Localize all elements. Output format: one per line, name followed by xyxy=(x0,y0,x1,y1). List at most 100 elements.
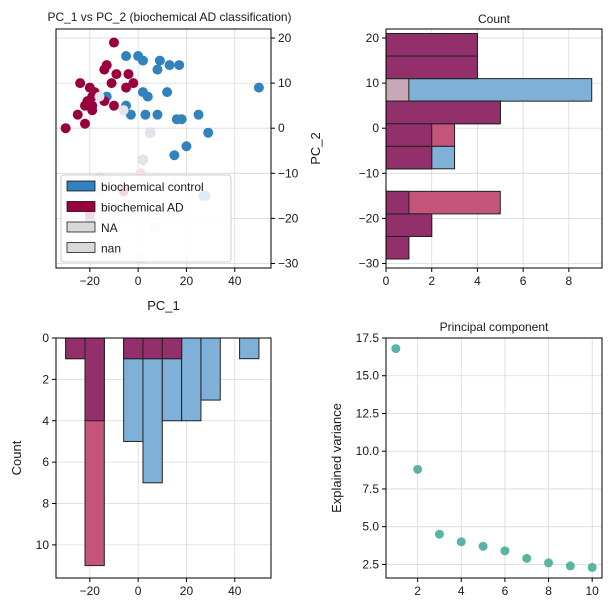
data-point xyxy=(565,561,575,571)
y-tick-label: 15.0 xyxy=(356,369,380,383)
y-tick-label: 0 xyxy=(372,121,379,135)
x-tick-label: −20 xyxy=(80,274,101,288)
x-tick-label: 2 xyxy=(414,584,421,598)
legend-swatch xyxy=(66,201,96,212)
x-tick-label: 20 xyxy=(180,584,194,598)
histogram-bar xyxy=(239,337,260,360)
y-tick-label: 10 xyxy=(366,76,380,90)
legend-label: NA xyxy=(101,221,118,235)
data-point xyxy=(121,82,132,93)
data-point xyxy=(478,541,488,551)
y-tick-label: −20 xyxy=(278,211,299,225)
y-tick-label: 0 xyxy=(278,121,285,135)
data-point xyxy=(203,127,214,138)
legend-label: nan xyxy=(101,242,121,256)
data-point xyxy=(169,150,180,161)
y-tick-label: 4 xyxy=(42,414,49,428)
y-tick-label: 7.5 xyxy=(362,482,379,496)
bottom-histogram-panel: −20 0 20 40 0 2 4 6 8 10 Count xyxy=(9,331,272,598)
histogram-bar xyxy=(385,33,478,57)
histogram-bar xyxy=(385,190,410,215)
histogram-bar xyxy=(385,213,433,237)
legend-swatch xyxy=(66,242,96,253)
data-point xyxy=(125,109,136,120)
data-point xyxy=(101,60,112,71)
y-tick-label: −10 xyxy=(359,166,380,180)
data-point xyxy=(108,37,119,48)
data-point xyxy=(128,78,139,89)
y-tick-label: −20 xyxy=(359,211,380,225)
y-tick-label: 20 xyxy=(278,31,292,45)
data-point xyxy=(176,114,187,125)
data-point xyxy=(164,60,175,71)
y-tick-label: 2 xyxy=(42,372,49,386)
data-point xyxy=(391,344,401,354)
variance-panel: 2 4 6 8 10 2.5 5.0 7.5 10.0 12.5 15.0 17.5 Principal… xyxy=(329,320,603,598)
chart-title: Count xyxy=(478,12,511,26)
data-point xyxy=(154,55,165,66)
legend-box xyxy=(60,174,232,263)
x-tick-label: 8 xyxy=(566,274,573,288)
data-point xyxy=(87,100,98,111)
histogram-bar xyxy=(142,337,163,484)
data-point xyxy=(544,558,554,568)
y-tick-label: 12.5 xyxy=(356,406,380,420)
data-point xyxy=(181,141,192,152)
x-tick-label: −20 xyxy=(80,584,101,598)
data-point xyxy=(174,60,185,71)
plot-frame xyxy=(55,337,272,579)
data-point xyxy=(121,51,132,62)
y-tick-label: 20 xyxy=(366,31,380,45)
x-tick-label: 4 xyxy=(458,584,465,598)
right-histogram-panel: 0 2 4 6 8 −30 −20 −10 0 10 20 Count xyxy=(359,12,603,288)
histogram-bar xyxy=(123,337,144,360)
y-tick-label: −30 xyxy=(359,256,380,270)
x-tick-label: 0 xyxy=(383,274,390,288)
data-point xyxy=(145,127,156,138)
y-tick-label: 2.5 xyxy=(362,557,379,571)
data-point xyxy=(72,109,83,120)
data-point xyxy=(193,109,204,120)
histogram-bar xyxy=(65,337,86,360)
y-tick-label: −30 xyxy=(278,256,299,270)
plot-frame xyxy=(385,28,603,269)
plot-frame xyxy=(55,28,272,269)
data-point xyxy=(137,55,148,66)
histogram-bar xyxy=(161,337,183,360)
y-tick-label: 10 xyxy=(278,76,292,90)
x-tick-label: 6 xyxy=(502,584,509,598)
histogram-bar xyxy=(385,145,433,170)
plot-frame xyxy=(385,337,603,579)
data-point xyxy=(587,562,597,572)
x-tick-label: 40 xyxy=(228,584,242,598)
y-tick-label: 10 xyxy=(36,538,50,552)
data-point xyxy=(456,537,466,547)
data-point xyxy=(152,64,163,75)
data-point xyxy=(253,82,264,93)
x-tick-label: 20 xyxy=(180,274,194,288)
histogram-bar xyxy=(84,337,105,422)
data-point xyxy=(123,69,134,80)
data-point xyxy=(106,78,117,89)
x-tick-label: 0 xyxy=(135,584,142,598)
data-point xyxy=(108,100,119,111)
data-point xyxy=(152,109,163,120)
data-point xyxy=(111,69,122,80)
y-tick-label: 8 xyxy=(42,497,49,511)
data-point xyxy=(118,105,129,116)
histogram-bar xyxy=(385,123,433,147)
histogram-bar xyxy=(181,337,202,422)
y-tick-label: 6 xyxy=(42,455,49,469)
data-point xyxy=(522,553,532,563)
data-point xyxy=(142,91,153,102)
y-tick-label: −10 xyxy=(278,166,299,180)
x-tick-label: 4 xyxy=(474,274,481,288)
data-point xyxy=(60,123,71,134)
data-point xyxy=(79,118,90,129)
x-tick-label: 0 xyxy=(135,274,142,288)
histogram-bar xyxy=(142,337,163,360)
data-point xyxy=(162,87,173,98)
legend-swatch xyxy=(66,180,96,192)
data-point xyxy=(434,529,444,539)
data-point xyxy=(413,464,423,474)
